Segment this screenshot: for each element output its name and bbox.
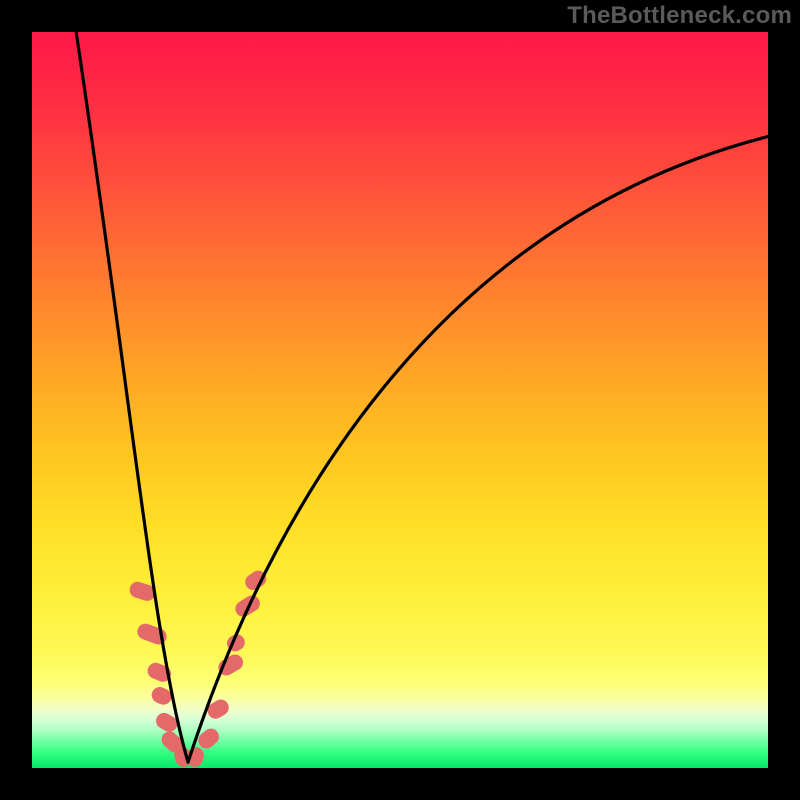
frame-border-left bbox=[0, 0, 32, 800]
frame-border-right bbox=[768, 0, 800, 800]
chart-stage: TheBottleneck.com bbox=[0, 0, 800, 800]
source-watermark: TheBottleneck.com bbox=[567, 2, 792, 30]
curve-layer bbox=[32, 32, 768, 768]
curve-left-branch bbox=[76, 32, 188, 762]
curve-right-branch bbox=[188, 137, 768, 763]
plot-area bbox=[32, 32, 768, 768]
frame-border-bottom bbox=[0, 768, 800, 800]
marker-group bbox=[128, 568, 270, 768]
